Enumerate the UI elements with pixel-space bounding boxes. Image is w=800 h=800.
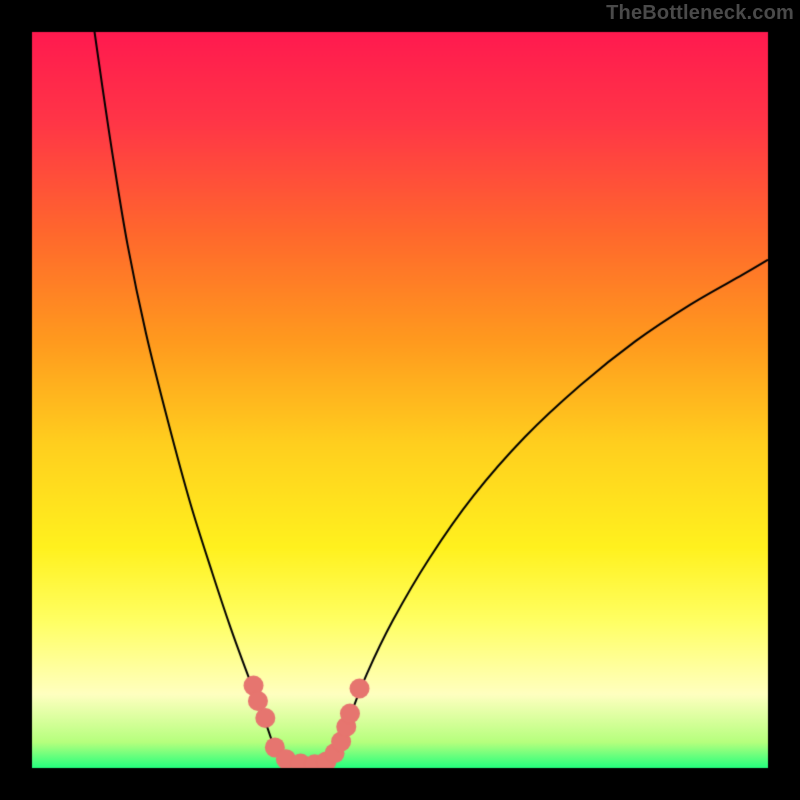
bottleneck-chart-canvas [0, 0, 800, 800]
watermark-text: TheBottleneck.com [606, 2, 794, 25]
chart-stage: TheBottleneck.com [0, 0, 800, 800]
